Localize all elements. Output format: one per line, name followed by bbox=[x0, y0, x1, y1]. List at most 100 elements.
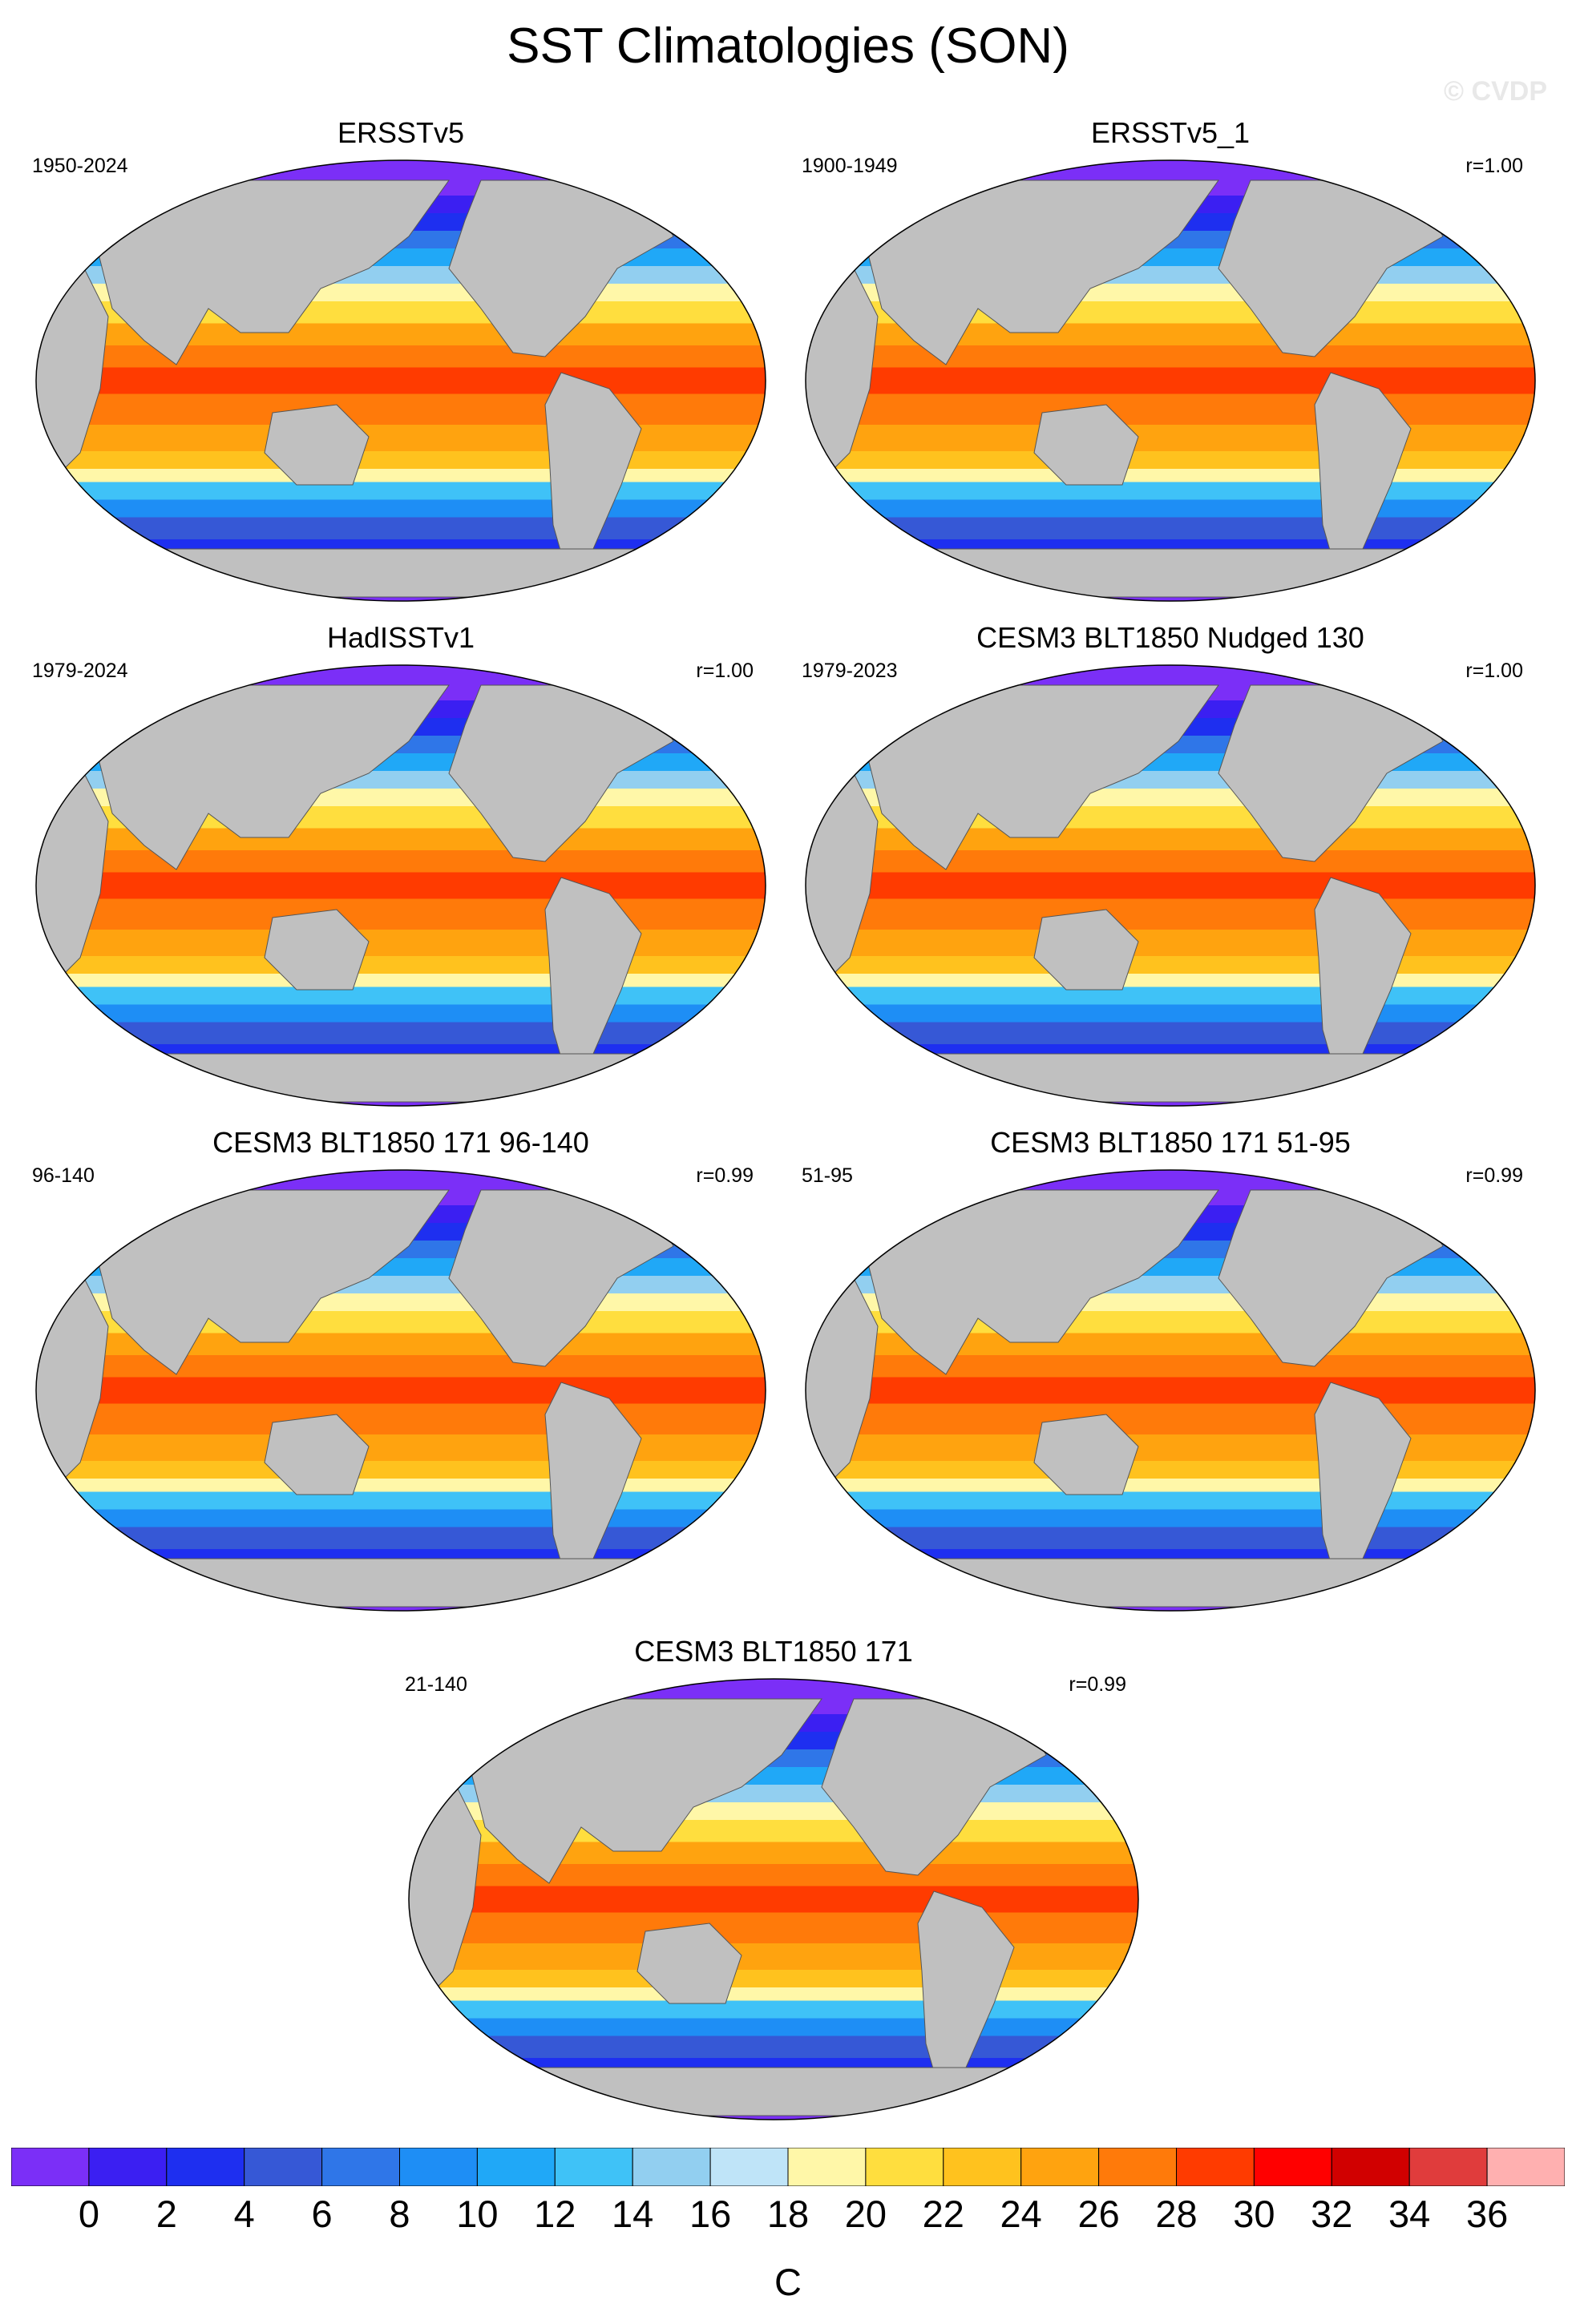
panel-title: HadISSTv1 bbox=[326, 621, 475, 654]
sst-band bbox=[806, 1527, 1535, 1550]
sst-band bbox=[36, 898, 766, 930]
sst-band bbox=[36, 1355, 766, 1378]
eurasia-land bbox=[95, 180, 450, 365]
sst-band bbox=[36, 451, 766, 470]
sst-band bbox=[409, 1943, 1138, 1971]
greenland-land bbox=[689, 1189, 738, 1247]
sst-band bbox=[806, 986, 1535, 1006]
colorbar-swatch bbox=[88, 2148, 168, 2186]
antarctica-land bbox=[36, 1053, 766, 1103]
sst-band bbox=[806, 1509, 1535, 1528]
sst-map bbox=[35, 664, 766, 1107]
sst-band bbox=[36, 425, 766, 452]
colorbar-swatch bbox=[865, 2148, 944, 2186]
sst-band bbox=[806, 1434, 1535, 1462]
colorbar-tick-label: 10 bbox=[456, 2193, 499, 2235]
colorbar-swatch bbox=[709, 2148, 789, 2186]
sst-band bbox=[409, 1970, 1138, 1988]
sst-band bbox=[36, 1403, 766, 1435]
colorbar-swatch bbox=[476, 2148, 556, 2186]
panel-years: 51-95 bbox=[802, 1164, 853, 1187]
greenland-land bbox=[689, 180, 738, 237]
colorbar-swatch bbox=[1020, 2148, 1100, 2186]
map-outline bbox=[35, 159, 766, 602]
colorbar-swatch bbox=[1253, 2148, 1332, 2186]
colorbar-tick-label: 32 bbox=[1311, 2193, 1353, 2235]
australia-land bbox=[264, 909, 370, 991]
australia-land bbox=[264, 1414, 370, 1495]
sst-band bbox=[36, 850, 766, 874]
sst-band bbox=[806, 345, 1535, 369]
sst-band bbox=[806, 367, 1535, 395]
sst-band bbox=[409, 1886, 1138, 1914]
cvdp-credit: © CVDP bbox=[1444, 76, 1547, 107]
colorbar-tick-label: 36 bbox=[1465, 2193, 1509, 2235]
australia-land bbox=[636, 1923, 742, 2004]
sst-band bbox=[806, 974, 1535, 988]
greenland-land bbox=[1061, 1698, 1111, 1756]
sst-band bbox=[806, 898, 1535, 930]
sst-band bbox=[36, 499, 766, 518]
antarctica-land bbox=[806, 1558, 1535, 1608]
panel-correlation: r=1.00 bbox=[1465, 660, 1523, 682]
figure-title: SST Climatologies (SON) bbox=[507, 18, 1069, 74]
antarctica-land bbox=[36, 1558, 766, 1608]
map-outline bbox=[35, 664, 766, 1107]
colorbar-tick-labels: 0 2 4 6 8 10 12 14 16 18 20 22 24 26 28 30 32 34 36 bbox=[0, 2192, 1576, 2240]
panel-correlation: r=0.99 bbox=[1465, 1164, 1523, 1187]
sst-band bbox=[806, 956, 1535, 974]
colorbar-tick-label: 2 bbox=[156, 2193, 177, 2235]
map-outline bbox=[805, 664, 1536, 1107]
colorbar-swatch bbox=[787, 2148, 867, 2186]
panel-title: CESM3 BLT1850 171 51-95 bbox=[990, 1126, 1351, 1159]
colorbar-tick-label: 22 bbox=[922, 2193, 964, 2235]
panel-correlation: r=1.00 bbox=[696, 660, 754, 682]
sst-band bbox=[806, 872, 1535, 900]
panel-years: 1979-2024 bbox=[32, 660, 128, 682]
sst-band bbox=[806, 930, 1535, 957]
colorbar bbox=[11, 2148, 1565, 2186]
eurasia-land bbox=[468, 1698, 822, 1884]
sst-band bbox=[36, 930, 766, 957]
sst-band bbox=[806, 1377, 1535, 1405]
sst-band bbox=[806, 451, 1535, 470]
antarctica-land bbox=[806, 548, 1535, 598]
sst-band bbox=[806, 1479, 1535, 1493]
sst-band bbox=[409, 1987, 1138, 2002]
colorbar-swatch bbox=[166, 2148, 245, 2186]
colorbar-swatch bbox=[321, 2148, 401, 2186]
eurasia-land bbox=[95, 1189, 450, 1375]
sst-map bbox=[805, 1169, 1536, 1612]
map-panel: CESM3 BLT1850 171 21-140 r=0.99 bbox=[405, 1635, 1142, 2120]
sst-band bbox=[806, 469, 1535, 483]
sst-band bbox=[806, 482, 1535, 501]
sst-band bbox=[36, 1004, 766, 1023]
panel-title: ERSSTv5_1 bbox=[1090, 116, 1251, 149]
colorbar-tick-label: 6 bbox=[311, 2193, 333, 2235]
map-outline bbox=[35, 1169, 766, 1612]
sst-band bbox=[806, 850, 1535, 874]
sst-band bbox=[806, 393, 1535, 426]
map-panel: ERSSTv5_1 1900-1949 r=1.00 bbox=[802, 116, 1539, 602]
colorbar-swatch bbox=[1098, 2148, 1177, 2186]
colorbar-tick-label: 18 bbox=[766, 2193, 810, 2235]
sst-band bbox=[806, 1355, 1535, 1378]
australia-land bbox=[1033, 404, 1139, 486]
sst-band bbox=[36, 482, 766, 501]
colorbar-swatch bbox=[11, 2148, 90, 2186]
sst-band bbox=[806, 499, 1535, 518]
sst-map bbox=[35, 159, 766, 602]
colorbar-swatch bbox=[554, 2148, 633, 2186]
colorbar-units: C bbox=[774, 2261, 802, 2303]
sst-band bbox=[36, 1491, 766, 1511]
eurasia-land bbox=[865, 684, 1219, 870]
colorbar-swatch bbox=[1176, 2148, 1255, 2186]
sst-band bbox=[36, 345, 766, 369]
greenland-land bbox=[689, 684, 738, 742]
panel-correlation: r=0.99 bbox=[1069, 1673, 1126, 1696]
sst-band bbox=[409, 1912, 1138, 1944]
colorbar-tick-label: 12 bbox=[534, 2193, 576, 2235]
colorbar-tick-label: 28 bbox=[1155, 2193, 1198, 2235]
panel-years: 96-140 bbox=[32, 1164, 95, 1187]
sst-band bbox=[36, 1434, 766, 1462]
